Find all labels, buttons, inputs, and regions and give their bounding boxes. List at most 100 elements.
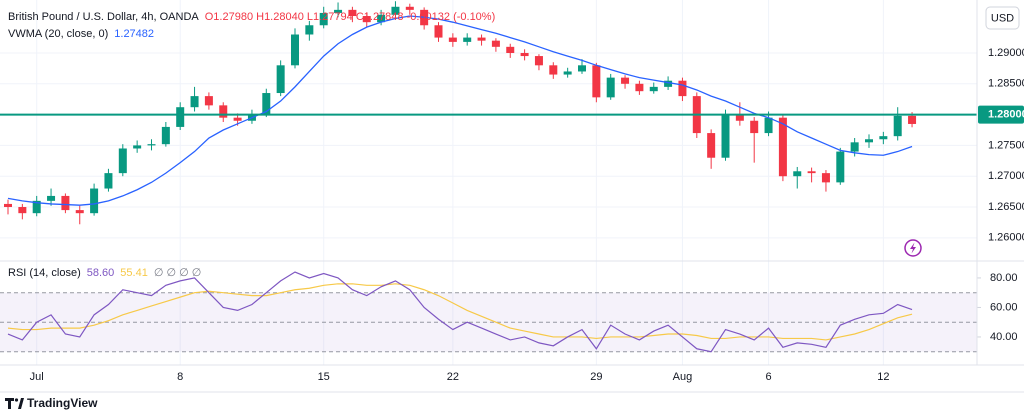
rsi-value: 55.41 [120, 267, 148, 279]
candle-body [305, 25, 314, 35]
candle-body [377, 14, 386, 23]
brand-logo-dot[interactable] [14, 398, 19, 402]
brand-name[interactable]: TradingView [27, 396, 98, 410]
y-tick-label: 1.27500 [988, 139, 1024, 151]
candle-body [893, 115, 902, 137]
x-tick-label: 6 [765, 371, 771, 383]
candle-body [534, 56, 543, 66]
candle-body [262, 93, 271, 115]
indicator-name: VWMA (20, close, 0) [8, 28, 108, 40]
x-tick-label: Jul [30, 371, 44, 383]
candle-body [563, 71, 572, 75]
candle-body [448, 37, 457, 42]
y-tick-label: 80.00 [990, 272, 1018, 284]
candle-body [592, 65, 601, 98]
candle-body [678, 80, 687, 97]
candle-body [405, 6, 414, 10]
y-tick-label: 1.26500 [988, 201, 1024, 213]
candle-body [147, 144, 156, 146]
rsi-value: 58.60 [87, 267, 115, 279]
candle-body [219, 105, 228, 118]
brand-logo[interactable] [5, 398, 14, 409]
text-layer: 1.29000 1.28500 1.27500 1.27000 1.26500 1.260… [8, 11, 1024, 383]
candle-body [793, 171, 802, 177]
candle-body [190, 96, 199, 108]
rsi-line [7, 271, 913, 353]
candle-body [204, 96, 213, 106]
y-tick-label: 60.00 [990, 301, 1018, 313]
candle-body [133, 145, 142, 149]
x-tick-label: 15 [318, 371, 330, 383]
brand[interactable]: TradingView [5, 396, 98, 410]
currency-label[interactable]: USD [991, 12, 1014, 24]
candle-body [47, 195, 56, 201]
candle-body [104, 173, 113, 189]
candle-body [578, 65, 586, 72]
candle-body [621, 77, 630, 84]
candle-body [348, 9, 357, 17]
chart-title: British Pound / U.S. Dollar, 4h, OANDA [8, 11, 199, 23]
alert-icon-bolt[interactable] [910, 242, 916, 254]
candle-body [865, 139, 873, 143]
band-layer [0, 292, 977, 353]
marks-layer [0, 1, 977, 353]
y-tick-label: 1.27000 [988, 170, 1024, 182]
candle-body [118, 148, 127, 174]
candle-body [233, 117, 242, 121]
candle-body [879, 136, 888, 140]
ohlc-readout: O1.27980 H1.28040 L1.27794 C1.27848 -0.0… [205, 11, 496, 23]
brand-logo-slash[interactable] [18, 398, 24, 409]
indicator-value: 1.27482 [114, 28, 154, 40]
candle-body [850, 142, 859, 152]
grid-layer [0, 0, 981, 365]
candle-body [362, 16, 371, 23]
rsi-band [0, 292, 977, 352]
candle-body [549, 65, 558, 75]
rsi-title: RSI (14, close) [8, 267, 81, 279]
rsi-placeholder: ∅ ∅ ∅ ∅ [154, 267, 202, 279]
candle-body [463, 37, 472, 42]
x-tick-label: Aug [673, 371, 693, 383]
y-tick-label: 40.00 [990, 331, 1018, 343]
currency-button[interactable] [985, 6, 1020, 30]
x-tick-label: 12 [877, 371, 889, 383]
x-tick-label: 8 [177, 371, 183, 383]
candle-body [176, 107, 185, 127]
candle-body [334, 9, 343, 13]
y-tick-label: 1.29000 [988, 47, 1024, 59]
candle-body [18, 207, 27, 214]
candle-body [391, 6, 400, 15]
candle-body [807, 171, 816, 174]
candle-body [836, 151, 845, 183]
candle-body [477, 37, 486, 41]
candle-body [821, 173, 830, 183]
candle-body [649, 86, 658, 92]
x-tick-label: 29 [590, 371, 602, 383]
candle-body [520, 52, 529, 57]
level-label-bg [978, 105, 1024, 124]
y-tick-label: 1.26000 [988, 232, 1024, 244]
candle-body [707, 133, 716, 158]
candle-body [778, 117, 787, 177]
candle-body [721, 114, 730, 158]
candle-body [61, 195, 70, 211]
candle-body [75, 210, 84, 214]
candle-body [908, 115, 917, 124]
x-tick-label: 22 [447, 371, 459, 383]
y-tick-label: 1.28500 [988, 78, 1024, 90]
candle-body [664, 80, 673, 87]
candle-body [764, 117, 773, 134]
candle-body [291, 34, 299, 66]
candle-body [606, 77, 615, 98]
candle-body [319, 12, 328, 26]
candle-body [434, 25, 443, 38]
candle-body [635, 83, 644, 92]
candle-body [90, 188, 99, 214]
rsi-ma-line [7, 283, 913, 341]
level-label: 1.28000 [988, 109, 1024, 121]
alert-icon[interactable] [904, 239, 922, 257]
candle-body [491, 40, 500, 47]
